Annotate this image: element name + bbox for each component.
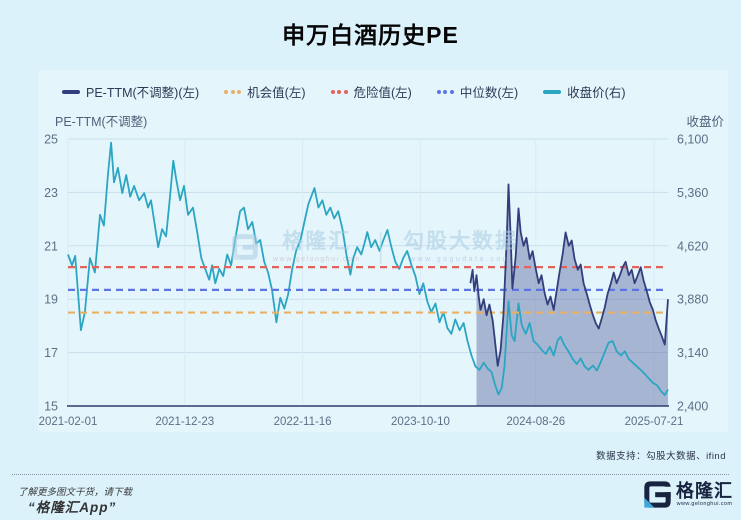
gelonghui-logo: 格隆汇 www.gelonghui.com	[642, 479, 733, 510]
highlight-area	[476, 184, 668, 406]
legend-item[interactable]: 收盘价(右)	[543, 82, 625, 101]
right-axis-tick: 5,360	[677, 186, 708, 200]
footer-promo-line1: 了解更多图文干货，请下载	[18, 487, 133, 498]
left-axis-tick: 17	[44, 346, 58, 360]
gelonghui-logo-text-block: 格隆汇 www.gelonghui.com	[676, 482, 733, 508]
legend-marker-icon	[224, 89, 242, 94]
legend-marker-icon	[330, 89, 348, 94]
legend-marker-icon	[62, 89, 80, 94]
right-axis-tick: 4,620	[677, 239, 708, 253]
gelonghui-logo-text: 格隆汇	[676, 480, 733, 501]
left-axis-tick: 21	[44, 239, 58, 253]
pe-ttm-line	[469, 183, 669, 367]
left-axis-tick: 23	[44, 186, 58, 200]
x-axis-tick: 2021-12-23	[155, 416, 214, 428]
chart-plot: 25 6,100 23 5,360 21 4,620 19 3,880 17 3,140 15 2,4…	[39, 133, 709, 429]
legend: PE-TTM(不调整)(左) 机会值(左) 危险值(左) 中位数(左) 收盘价(右)	[62, 82, 625, 101]
x-axis-tick: 2022-11-16	[274, 416, 332, 428]
left-axis-tick: 15	[44, 400, 58, 414]
x-axis-tick: 2024-08-26	[506, 416, 565, 428]
legend-item[interactable]: 机会值(左)	[224, 82, 306, 101]
close-price-line	[67, 141, 669, 397]
gelonghui-logo-url: www.gelonghui.com	[676, 500, 733, 507]
right-axis-tick: 3,880	[677, 293, 708, 307]
x-axis-tick: 2021-02-01	[39, 416, 98, 428]
data-support-note: 数据支持：勾股大数据、ifind	[596, 451, 726, 462]
legend-item[interactable]: 中位数(左)	[436, 82, 519, 101]
legend-item-label: PE-TTM(不调整)(左)	[86, 86, 200, 100]
legend-marker-icon	[436, 89, 454, 94]
x-axis-tick: 2025-07-21	[625, 416, 684, 428]
left-axis-title: PE-TTM(不调整)	[55, 115, 148, 129]
chart-panel	[38, 70, 728, 432]
gelonghui-logo-icon	[644, 481, 672, 508]
legend-item-label: 危险值(左)	[353, 86, 412, 100]
right-axis-title: 收盘价	[686, 115, 724, 129]
legend-marker-icon	[543, 89, 562, 94]
left-axis-tick: 19	[44, 293, 58, 307]
legend-item-label: 收盘价(右)	[567, 86, 626, 100]
legend-item[interactable]: PE-TTM(不调整)(左)	[62, 82, 199, 101]
right-axis-tick: 6,100	[677, 133, 708, 147]
legend-item[interactable]: 危险值(左)	[330, 82, 412, 101]
legend-item-label: 机会值(左)	[247, 86, 306, 100]
footer-divider	[12, 474, 729, 475]
x-axis-tick: 2023-10-10	[391, 416, 450, 428]
legend-item-label: 中位数(左)	[459, 86, 519, 100]
page-title: 申万白酒历史PE	[282, 22, 459, 48]
left-axis-tick: 25	[44, 133, 58, 147]
right-axis-tick: 3,140	[677, 346, 708, 360]
right-axis-tick: 2,400	[677, 400, 708, 414]
footer-promo-line2: “格隆汇App”	[28, 500, 117, 515]
